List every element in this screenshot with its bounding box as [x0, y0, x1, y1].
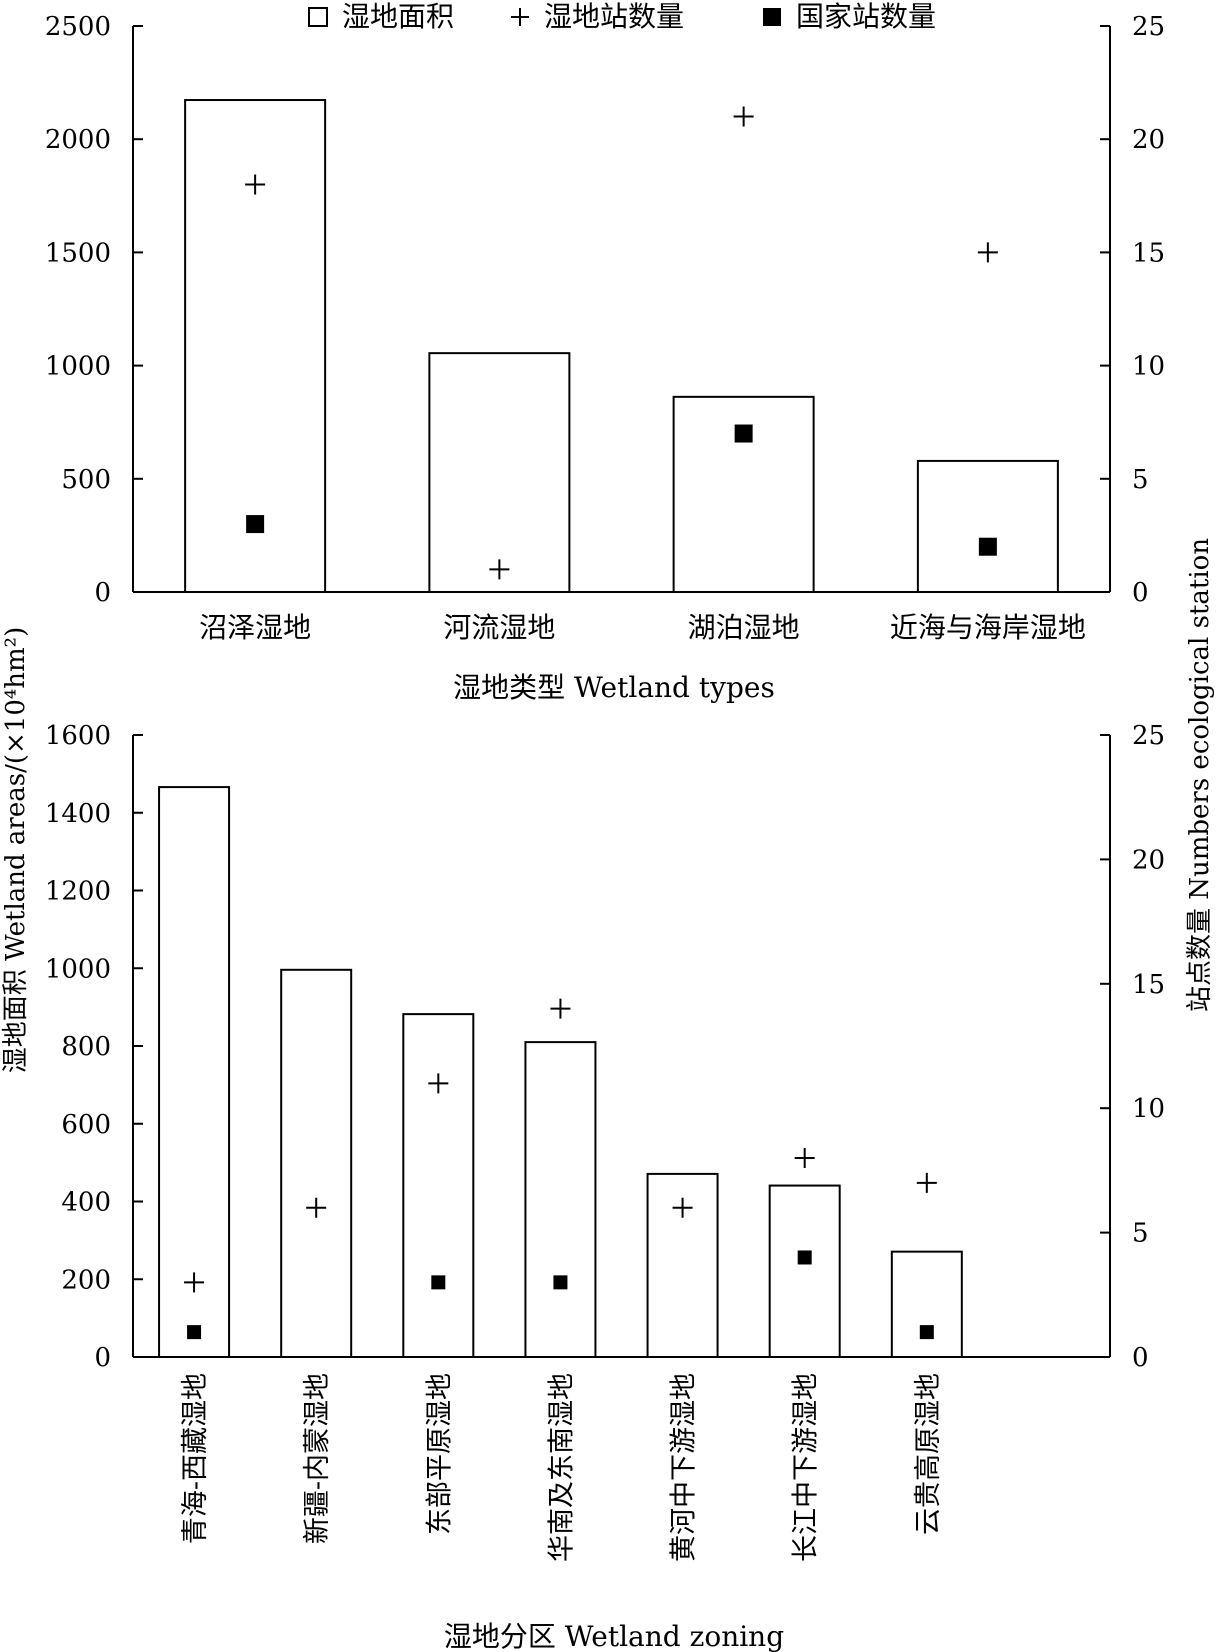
- right-tick-label: 15: [1132, 238, 1165, 268]
- left-tick-label: 0: [94, 1343, 111, 1373]
- left-tick-label: 500: [61, 465, 111, 495]
- right-tick-label: 0: [1132, 1343, 1149, 1373]
- area-bar: [280, 968, 353, 1358]
- area-bar: [428, 352, 571, 594]
- category-label: 东部平原湿地: [424, 1373, 455, 1535]
- category-label: 近海与海岸湿地: [890, 611, 1086, 644]
- national-station-point: [246, 515, 265, 534]
- left-tick-label: 600: [61, 1110, 111, 1140]
- right-tick-label: 20: [1132, 125, 1165, 155]
- category-label: 长江中下游湿地: [791, 1373, 822, 1562]
- category-label: 新疆-内蒙湿地: [302, 1373, 333, 1544]
- left-tick-label: 1000: [45, 352, 111, 382]
- right-tick-label: 15: [1132, 970, 1165, 1000]
- area-bar: [890, 1250, 963, 1359]
- station-count-point: [489, 559, 510, 580]
- right-tick-label: 5: [1132, 465, 1149, 495]
- left-tick-label: 1200: [45, 877, 111, 907]
- station-count-point: [428, 1073, 449, 1094]
- category-label: 沼泽湿地: [199, 611, 311, 644]
- national-station-point: [919, 1325, 934, 1340]
- station-count-point: [794, 1147, 815, 1168]
- left-tick-label: 400: [61, 1188, 111, 1218]
- legend-marker-open-square: [308, 7, 328, 27]
- area-bar: [402, 1013, 475, 1358]
- station-count-point: [672, 1197, 693, 1218]
- left-tick-label: 800: [61, 1032, 111, 1062]
- right-y-axis-label: 站点数量 Numbers ecological station: [1185, 538, 1215, 1012]
- category-label: 黄河中下游湿地: [669, 1373, 700, 1562]
- right-tick-label: 25: [1132, 12, 1165, 42]
- national-station-point: [187, 1325, 202, 1340]
- legend: 湿地面积 湿地站数量 国家站数量: [308, 0, 936, 33]
- national-station-point: [431, 1275, 446, 1290]
- left-y-axis-label: 湿地面积 Wetland areas/(×10⁴hm²): [1, 627, 31, 1074]
- x-axis-title: 湿地分区 Wetland zoning: [444, 1620, 784, 1652]
- national-station-point: [734, 424, 753, 443]
- national-station-point: [553, 1275, 568, 1290]
- x-axis-title: 湿地类型 Wetland types: [453, 671, 775, 704]
- left-tick-label: 2000: [45, 125, 111, 155]
- right-tick-label: 10: [1132, 352, 1165, 382]
- national-station-point: [978, 537, 997, 556]
- station-count-point: [245, 174, 266, 195]
- right-tick-label: 25: [1132, 721, 1165, 751]
- legend-label-3: 国家站数量: [796, 0, 936, 33]
- wetland-types-panel: 0 500 1000 1500 2000 2500 0 5 10 15 20 25 沼泽湿地 河流湿地 湖泊…: [45, 12, 1165, 704]
- right-tick-label: 0: [1132, 578, 1149, 608]
- legend-label-2: 湿地站数量: [544, 0, 684, 33]
- left-tick-label: 1600: [45, 721, 111, 751]
- area-bar: [916, 459, 1059, 593]
- left-tick-label: 1400: [45, 799, 111, 829]
- right-tick-label: 5: [1132, 1219, 1149, 1249]
- wetland-zoning-panel: 0 200 400 600 800 1000 1200 1400 1600 0 5 10 15 20 25 青…: [45, 721, 1165, 1652]
- legend-label-1: 湿地面积: [342, 0, 454, 33]
- left-tick-label: 200: [61, 1265, 111, 1295]
- left-tick-label: 1000: [45, 954, 111, 984]
- right-tick-label: 20: [1132, 845, 1165, 875]
- station-count-point: [916, 1172, 937, 1193]
- right-tick-label: 10: [1132, 1094, 1165, 1124]
- category-label: 华南及东南湿地: [546, 1373, 577, 1562]
- left-tick-label: 1500: [45, 238, 111, 268]
- area-bar: [524, 1041, 597, 1359]
- left-tick-label: 0: [94, 578, 111, 608]
- area-bar: [768, 1184, 841, 1359]
- national-station-point: [797, 1250, 812, 1265]
- station-count-point: [184, 1272, 205, 1293]
- category-label: 青海-西藏湿地: [180, 1373, 211, 1544]
- station-count-point: [733, 106, 754, 127]
- legend-marker-plus: [511, 8, 529, 26]
- category-label: 湖泊湿地: [688, 611, 800, 644]
- station-count-point: [977, 242, 998, 263]
- left-tick-label: 2500: [45, 12, 111, 42]
- category-label: 河流湿地: [443, 611, 555, 644]
- station-count-point: [550, 998, 571, 1019]
- station-count-point: [306, 1197, 327, 1218]
- area-bar: [158, 786, 231, 1358]
- legend-marker-filled-square: [763, 8, 781, 26]
- category-label: 云贵高原湿地: [913, 1373, 944, 1535]
